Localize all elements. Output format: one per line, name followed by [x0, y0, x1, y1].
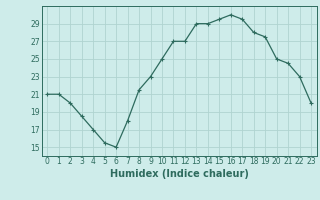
X-axis label: Humidex (Indice chaleur): Humidex (Indice chaleur)	[110, 169, 249, 179]
